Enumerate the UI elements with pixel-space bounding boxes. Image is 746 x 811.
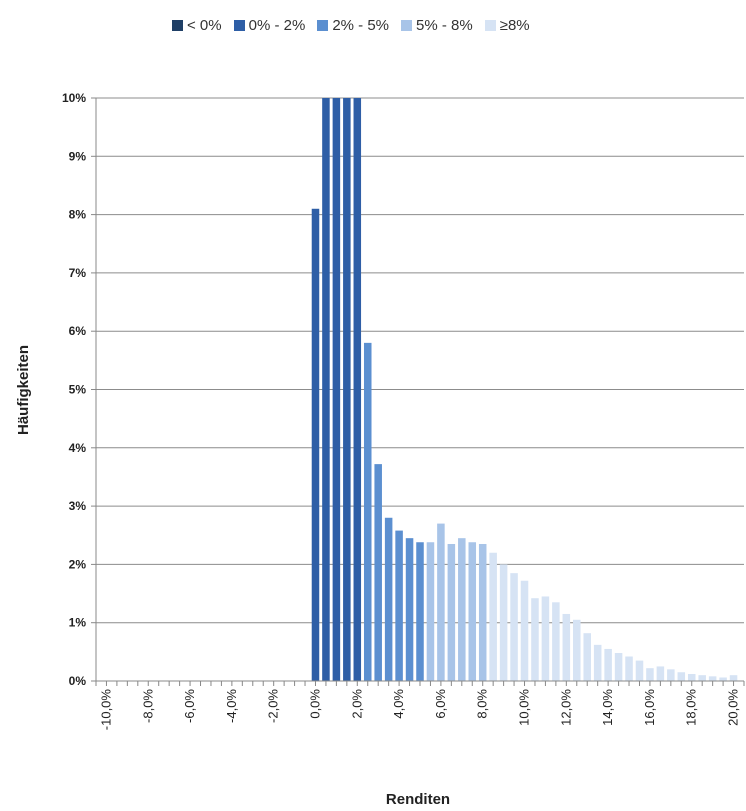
y-axis-ticks: 0% 1% 2% 3% 4% 5% 6% 7% 8% 9% 10% — [62, 91, 96, 688]
bar — [374, 464, 382, 681]
bar — [311, 208, 320, 681]
y-tick-label: 9% — [69, 149, 87, 163]
bar — [458, 538, 466, 681]
x-tick-label: 16,0% — [642, 689, 657, 726]
x-tick-label: 12,0% — [558, 689, 573, 726]
bar — [478, 543, 487, 681]
y-tick-label: 2% — [69, 557, 87, 571]
legend-label: ≥8% — [499, 16, 530, 34]
legend-swatch — [484, 19, 496, 31]
bar — [353, 98, 362, 681]
y-tick-label: 5% — [69, 383, 87, 397]
bar — [468, 542, 477, 681]
y-tick-label: 10% — [62, 91, 86, 105]
bar — [363, 342, 372, 681]
bar — [416, 542, 424, 681]
x-tick-label: -6,0% — [182, 689, 197, 723]
y-tick-label: 4% — [69, 441, 87, 455]
bar — [384, 517, 393, 681]
legend-item: ≥8% — [484, 16, 530, 34]
bar — [573, 619, 581, 681]
legend-swatch — [317, 19, 329, 31]
bar — [667, 669, 675, 681]
bar — [656, 666, 665, 681]
y-axis-label: Häufigkeiten — [15, 345, 32, 435]
x-tick-label: -4,0% — [224, 689, 239, 723]
bar — [395, 530, 403, 681]
y-tick-label: 3% — [69, 499, 87, 513]
legend-label: < 0% — [187, 16, 222, 34]
y-tick-label: 7% — [69, 266, 87, 280]
bar — [322, 98, 330, 681]
x-axis-ticks: -10,0% -8,0% -6,0% -4,0% -2,0% 0,0% 2,0% 4,0% 6,… — [95, 681, 745, 731]
bar — [437, 523, 445, 681]
bar — [593, 644, 602, 681]
legend-item: 5% - 8% — [401, 17, 473, 34]
y-tick-label: 6% — [69, 324, 87, 338]
bar — [698, 675, 706, 681]
bar — [447, 543, 456, 681]
bar — [541, 596, 550, 681]
x-tick-label: 20,0% — [726, 689, 741, 726]
x-tick-label: 10,0% — [517, 689, 532, 726]
x-tick-label: 4,0% — [391, 689, 406, 719]
bars — [311, 98, 738, 681]
legend-item: < 0% — [172, 17, 222, 34]
bar — [719, 677, 727, 681]
bar — [635, 660, 644, 681]
bar — [520, 580, 529, 681]
legend-item: 2% - 5% — [317, 17, 389, 34]
bar — [708, 676, 717, 681]
bar — [426, 542, 435, 681]
legend-label: 0% - 2% — [248, 16, 306, 34]
bar — [677, 672, 686, 681]
x-tick-label: -2,0% — [266, 689, 281, 723]
y-tick-label: 0% — [69, 674, 87, 688]
bar — [625, 656, 633, 681]
bar — [614, 653, 623, 681]
x-tick-label: 8,0% — [475, 689, 490, 719]
x-tick-label: -8,0% — [140, 689, 155, 723]
legend: < 0% 0% - 2% 2% - 5% 5% - 8% ≥8% — [172, 14, 530, 36]
bar — [499, 564, 508, 681]
bar — [687, 674, 696, 681]
legend-item: 0% - 2% — [233, 16, 306, 34]
bar — [489, 552, 497, 681]
bar — [531, 598, 539, 681]
x-tick-label: 14,0% — [600, 689, 615, 726]
bar — [646, 668, 654, 681]
bar — [729, 675, 738, 681]
legend-label: 5% - 8% — [416, 16, 473, 34]
x-tick-label: 2,0% — [349, 689, 364, 719]
bar — [332, 98, 341, 681]
x-axis-label: Renditen — [386, 791, 450, 808]
bar — [405, 538, 414, 681]
legend-swatch — [233, 19, 245, 31]
y-tick-label: 1% — [69, 616, 87, 630]
x-tick-label: 0,0% — [307, 689, 322, 719]
x-tick-label: -10,0% — [98, 689, 113, 731]
bar — [552, 602, 560, 681]
bar — [604, 648, 612, 681]
legend-swatch — [172, 19, 183, 31]
bar — [562, 613, 571, 681]
x-tick-label: 18,0% — [684, 689, 699, 726]
bar — [510, 573, 518, 681]
bar — [583, 633, 591, 681]
y-tick-label: 8% — [69, 208, 87, 222]
x-tick-label: 6,0% — [433, 689, 448, 719]
bar — [343, 98, 351, 681]
legend-label: 2% - 5% — [332, 16, 390, 34]
legend-swatch — [401, 19, 413, 31]
